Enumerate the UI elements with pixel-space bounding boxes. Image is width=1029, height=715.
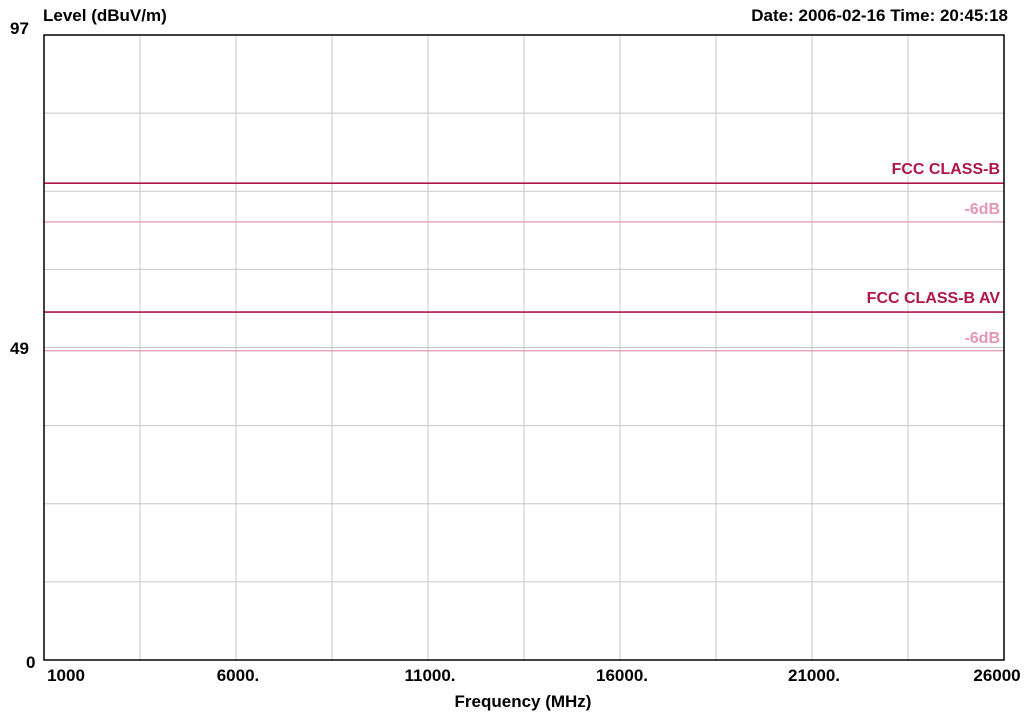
x-tick-label: 11000. [404, 666, 456, 685]
x-tick-label: 6000. [216, 666, 260, 685]
x-tick-label: 16000. [596, 666, 648, 685]
y-axis-title: Level (dBuV/m) [43, 6, 167, 25]
y-tick-label: 49 [10, 339, 29, 358]
x-tick-label: 1000 [47, 666, 85, 685]
margin-line-label: -6dB [964, 200, 1000, 218]
x-axis-title: Frequency (MHz) [454, 692, 592, 711]
limit-line-label: FCC CLASS-B [891, 161, 1000, 179]
y-tick-label: 0 [26, 653, 36, 672]
y-tick-label: 97 [10, 19, 29, 38]
date-time-stamp: Date: 2006-02-16 Time: 20:45:18 [751, 6, 1008, 25]
plot-frame [43, 34, 1005, 661]
x-tick-label: 26000 [973, 666, 1021, 685]
margin-line-label: -6dB [964, 329, 1000, 347]
limit-line-label: FCC CLASS-B AV [866, 290, 1000, 308]
x-tick-label: 21000. [788, 666, 840, 685]
